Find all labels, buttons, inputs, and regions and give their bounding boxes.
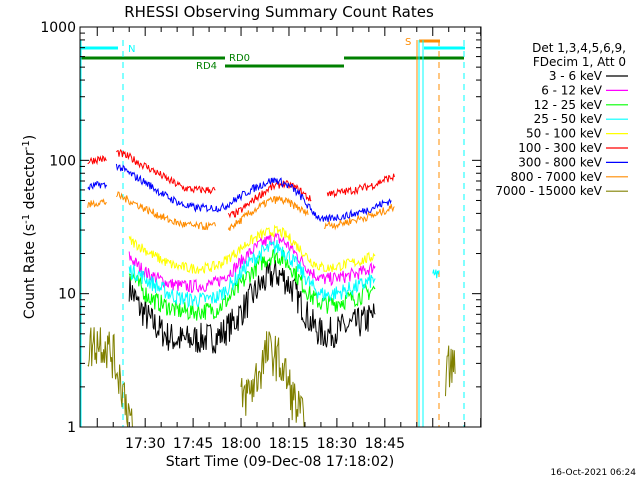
- legend-entry-label: 300 - 800 keV: [518, 155, 602, 169]
- y-axis-label-end: ): [22, 135, 38, 140]
- series-line: [116, 148, 216, 195]
- x-tick-label: 17:30: [125, 436, 165, 452]
- legend-entry-label: 800 - 7000 keV: [511, 170, 603, 184]
- y-tick-label: 1000: [40, 20, 76, 36]
- annotation-s: S: [405, 37, 411, 48]
- x-tick-label: 18:15: [269, 436, 309, 452]
- legend-entry-label: 7000 - 15000 keV: [495, 184, 602, 198]
- x-axis-ticks: 17:30 17:45 18:00 18:15 18:30 18:45: [96, 27, 482, 452]
- generation-timestamp: 16-Oct-2021 06:24: [551, 468, 637, 478]
- series-line: [87, 198, 107, 208]
- series-line: [227, 195, 309, 231]
- series-line: [323, 204, 395, 231]
- y-tick-label: 100: [49, 153, 76, 169]
- y-axis-label: Count Rate (s-1 detector-1): [21, 135, 38, 319]
- x-tick-label: 18:30: [317, 436, 357, 452]
- series-line: [128, 224, 376, 274]
- plot-frame: [79, 26, 482, 428]
- state-vertical-lines: [80, 40, 465, 427]
- series-line: [128, 260, 376, 354]
- x-tick-label: 18:00: [221, 436, 261, 452]
- series-line: [87, 180, 108, 191]
- legend-entry-label: 25 - 50 keV: [534, 112, 603, 126]
- series-layer: [87, 148, 456, 428]
- x-tick-label: 18:45: [365, 436, 405, 452]
- y-axis-label-sup2: -1: [21, 140, 32, 150]
- series-line: [128, 248, 376, 321]
- legend-header-line-1: Det 1,3,4,5,6,9,: [532, 41, 626, 55]
- legend: Det 1,3,4,5,6,9, FDecim 1, Att 0 3 - 6 k…: [495, 41, 628, 198]
- series-line: [128, 239, 376, 309]
- series-line: [432, 269, 440, 279]
- legend-entry-label: 100 - 300 keV: [518, 141, 602, 155]
- annotation-n: N: [128, 44, 135, 55]
- series-line: [115, 163, 392, 222]
- annotation-rd4: RD4: [196, 61, 217, 72]
- legend-entry-label: 12 - 25 keV: [534, 98, 603, 112]
- y-tick-label: 10: [58, 287, 76, 303]
- y-axis-label-mid: detector: [22, 150, 38, 214]
- series-line: [87, 327, 133, 428]
- legend-entry-label: 6 - 12 keV: [541, 83, 603, 97]
- legend-header-line-2: FDecim 1, Att 0: [533, 55, 626, 69]
- legend-entry-label: 3 - 6 keV: [549, 69, 603, 83]
- chart-title: RHESSI Observing Summary Count Rates: [124, 3, 434, 21]
- series-line: [445, 345, 456, 397]
- y-axis-label-sup1: -1: [21, 214, 32, 224]
- x-axis-label: Start Time (09-Dec-08 17:18:02): [166, 454, 394, 470]
- y-tick-label: 1: [67, 420, 76, 436]
- legend-entry-label: 50 - 100 keV: [526, 127, 603, 141]
- series-line: [227, 180, 312, 219]
- annotation-rd0: RD0: [229, 53, 250, 64]
- y-axis-ticks: 1 10 100 1000: [40, 20, 481, 436]
- y-axis-label-main: Count Rate (s: [22, 224, 38, 319]
- state-bars: N RD0 RD4 S: [80, 37, 465, 72]
- series-line: [115, 191, 216, 231]
- series-line: [87, 154, 107, 166]
- series-line: [326, 173, 395, 199]
- series-line: [240, 331, 305, 428]
- x-tick-label: 17:45: [173, 436, 213, 452]
